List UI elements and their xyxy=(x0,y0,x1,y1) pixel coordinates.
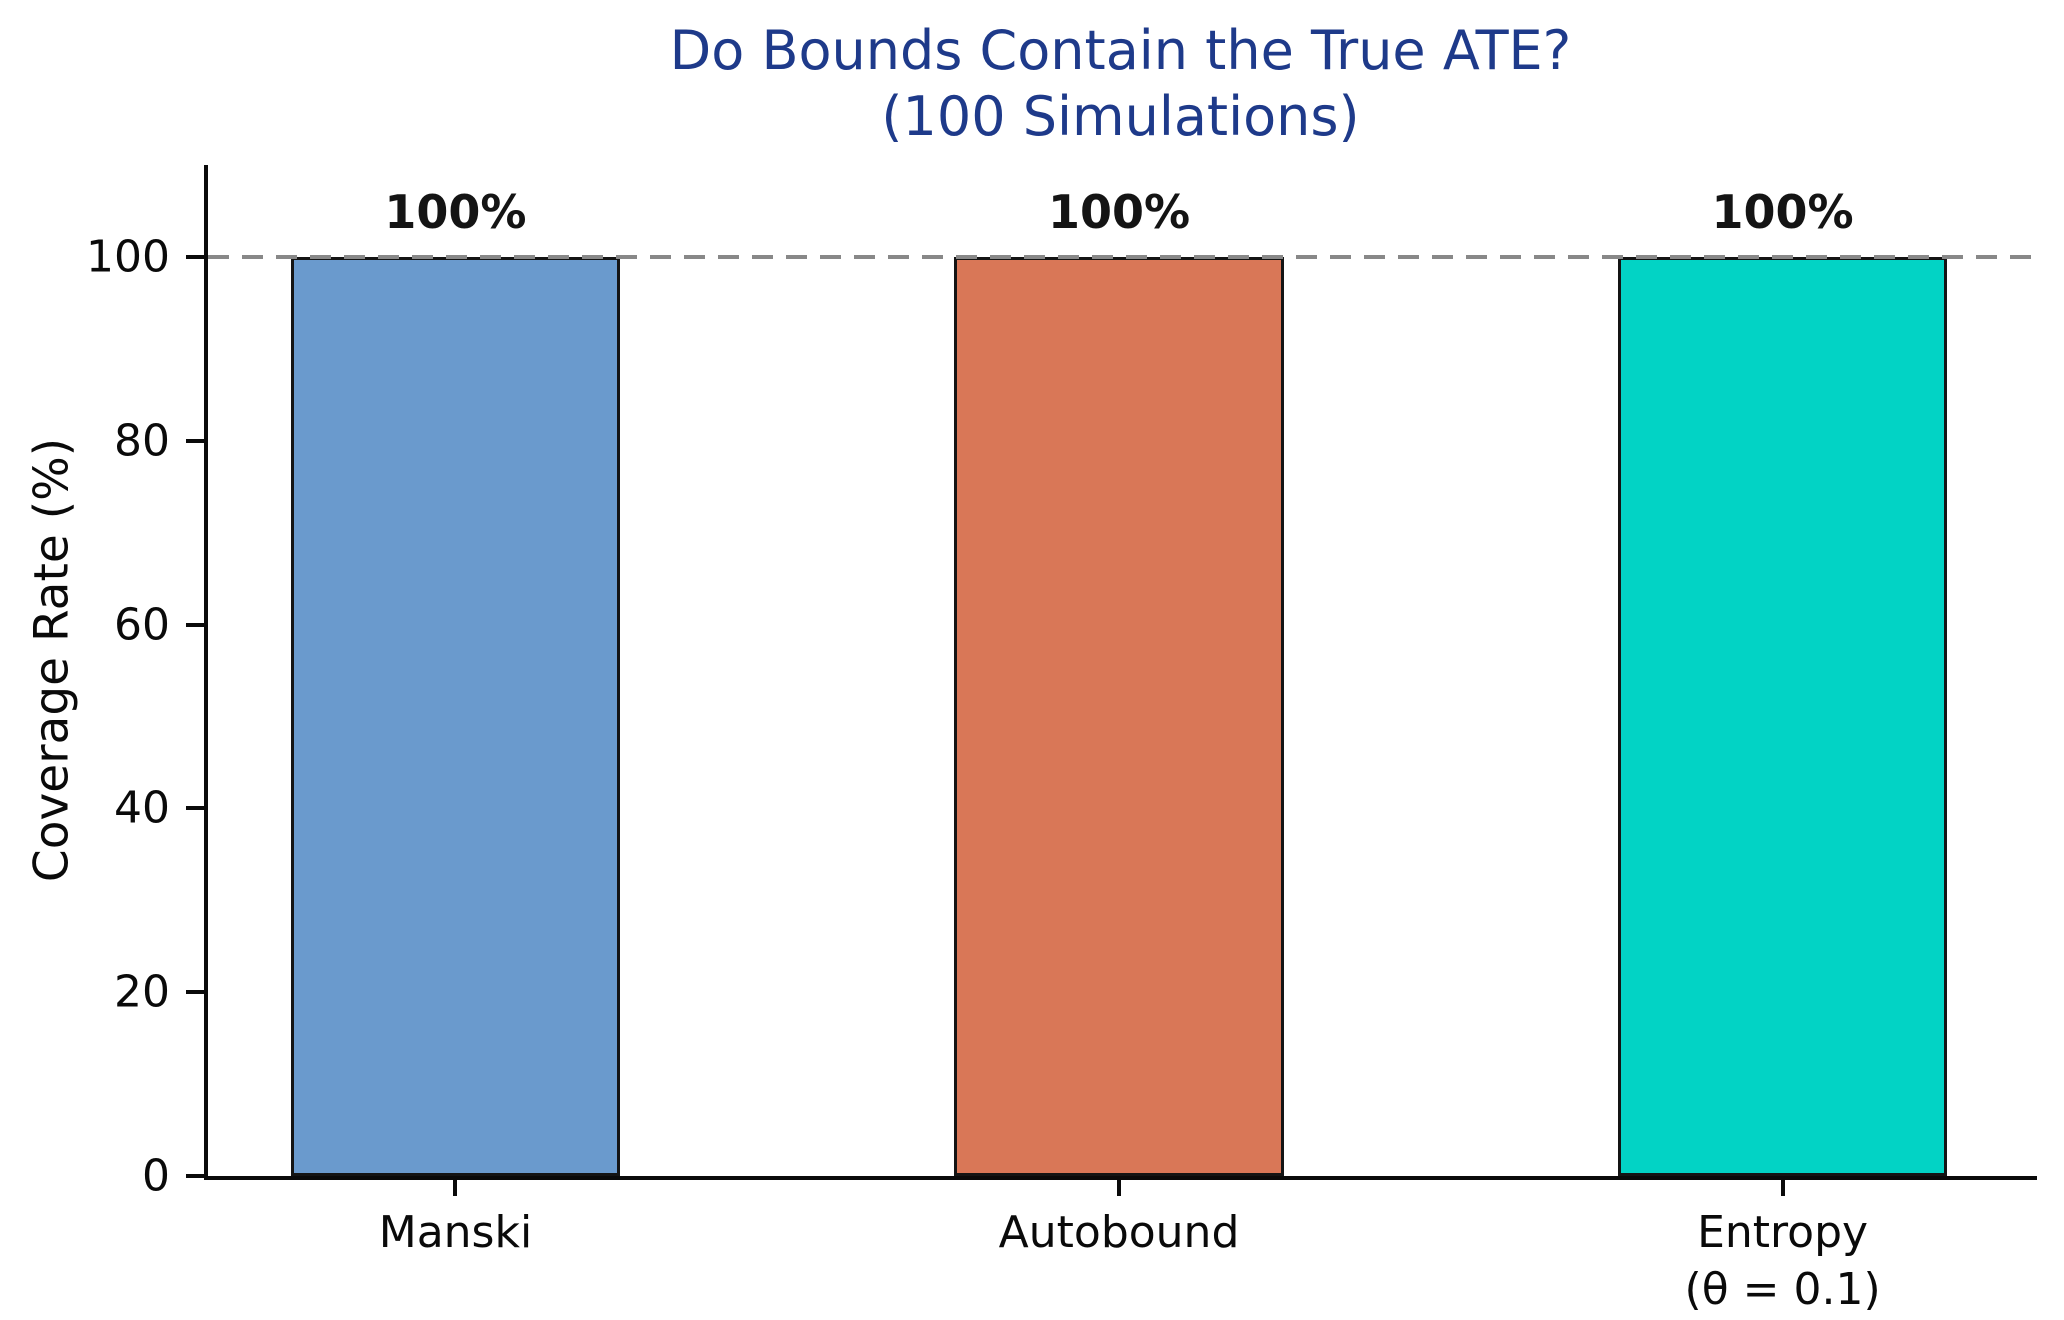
bar-entropy xyxy=(1617,256,1948,1176)
y-tick-label: 60 xyxy=(114,599,170,651)
y-tick-label: 20 xyxy=(114,966,170,1018)
bar-manski xyxy=(290,256,621,1176)
chart-title-line1: Do Bounds Contain the True ATE? xyxy=(669,19,1572,82)
x-tick-label-entropy: Entropy (θ = 0.1) xyxy=(1684,1207,1881,1316)
bar-value-label-entropy: 100% xyxy=(1711,184,1854,239)
chart-title: Do Bounds Contain the True ATE? (100 Sim… xyxy=(204,18,2037,150)
y-tick-label: 40 xyxy=(114,782,170,834)
x-tick-label-manski: Manski xyxy=(378,1207,533,1258)
x-tick-label-autobound: Autobound xyxy=(998,1207,1240,1258)
y-tick-mark xyxy=(186,438,204,443)
y-tick-mark xyxy=(186,806,204,811)
y-tick-mark xyxy=(186,622,204,627)
y-tick-mark xyxy=(186,254,204,259)
bar-autobound xyxy=(954,256,1284,1176)
y-tick-mark xyxy=(186,990,204,995)
x-tick-mark-manski xyxy=(453,1180,458,1196)
x-tick-mark-autobound xyxy=(1117,1180,1122,1196)
bar-value-label-manski: 100% xyxy=(384,184,527,239)
chart-title-line2: (100 Simulations) xyxy=(881,84,1360,148)
plot-area: 0 20 40 60 80 100 100% Manski 100% Autobound 100%… xyxy=(86,165,2037,1315)
y-tick-label: 80 xyxy=(114,415,170,467)
y-tick-label: 0 xyxy=(142,1150,170,1202)
y-axis-label: Coverage Rate (%) xyxy=(24,437,80,883)
x-tick-mark-entropy xyxy=(1780,1180,1785,1196)
reference-line-100 xyxy=(208,254,2037,259)
y-tick-label: 100 xyxy=(86,231,170,283)
bar-value-label-autobound: 100% xyxy=(1047,184,1191,239)
y-tick-mark xyxy=(186,1174,204,1178)
